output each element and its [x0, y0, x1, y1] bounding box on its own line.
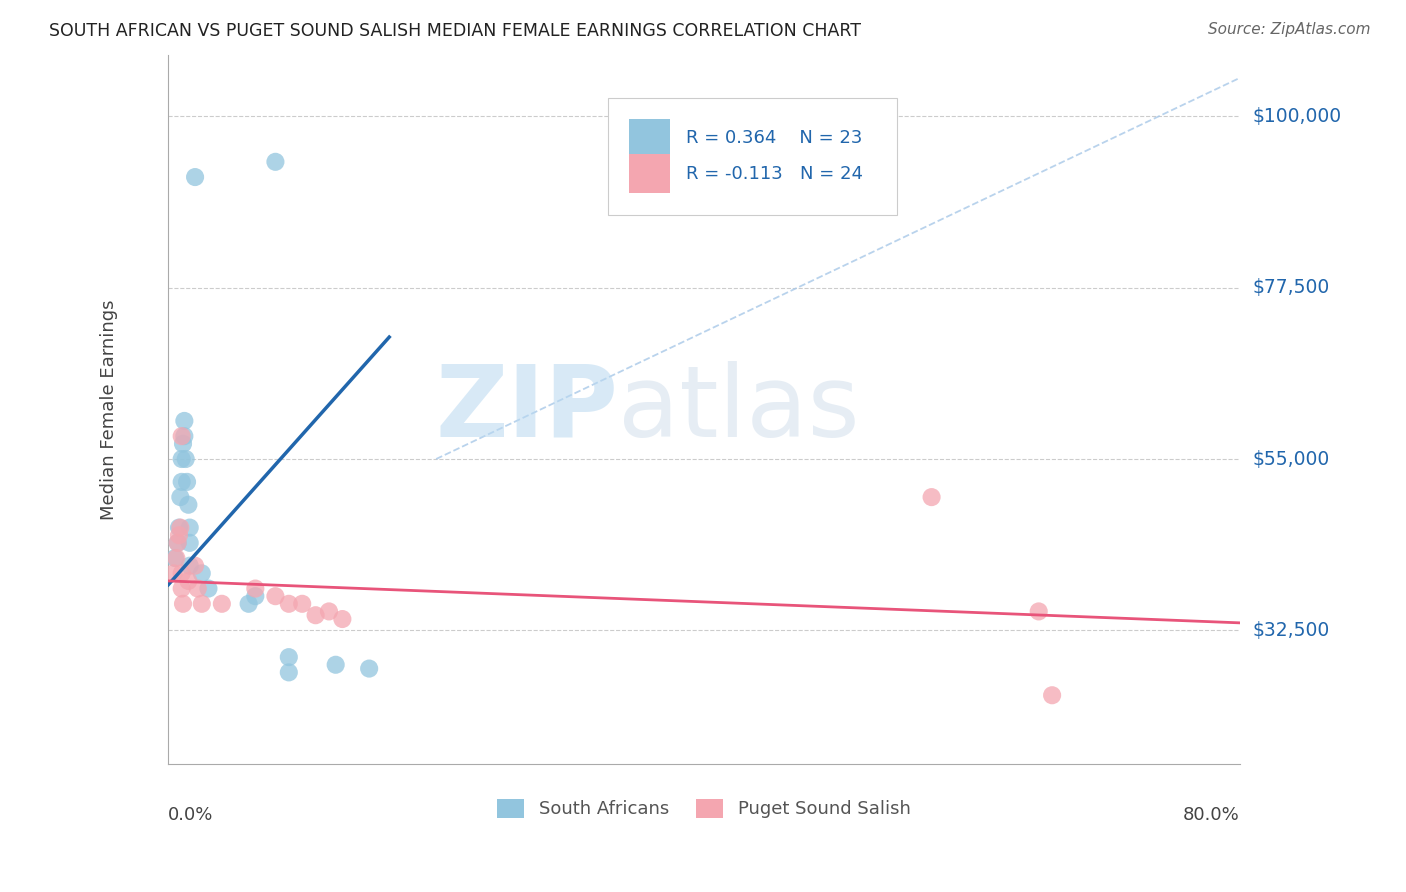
Point [264, 589, 287, 603]
Point [170, 429, 193, 443]
Point [169, 490, 191, 504]
Point [177, 574, 200, 588]
Point [187, 582, 209, 596]
Legend: South Africans, Puget Sound Salish: South Africans, Puget Sound Salish [491, 792, 918, 826]
Point [921, 490, 943, 504]
Point [170, 566, 193, 581]
Bar [628, 119, 669, 158]
Text: R = -0.113   N = 24: R = -0.113 N = 24 [686, 165, 863, 183]
Point [1028, 604, 1050, 618]
Point [179, 520, 201, 534]
Text: $55,000: $55,000 [1253, 450, 1330, 468]
Point [173, 429, 195, 443]
Point [277, 650, 299, 665]
Point [165, 551, 187, 566]
Text: Source: ZipAtlas.com: Source: ZipAtlas.com [1208, 22, 1371, 37]
Point [245, 582, 267, 596]
Point [173, 414, 195, 428]
Point [277, 597, 299, 611]
Text: $100,000: $100,000 [1253, 107, 1341, 126]
Point [1040, 688, 1063, 702]
Point [277, 665, 299, 680]
Point [163, 566, 186, 581]
Point [169, 520, 191, 534]
Point [191, 597, 214, 611]
Text: 80.0%: 80.0% [1182, 806, 1240, 824]
Text: atlas: atlas [619, 361, 860, 458]
Point [167, 528, 190, 542]
Bar [628, 154, 669, 194]
Point [167, 520, 190, 534]
Point [170, 452, 193, 467]
Point [304, 608, 326, 623]
Point [245, 589, 267, 603]
Point [332, 612, 354, 626]
Text: ZIP: ZIP [436, 361, 619, 458]
Point [174, 452, 197, 467]
Point [172, 597, 194, 611]
Text: SOUTH AFRICAN VS PUGET SOUND SALISH MEDIAN FEMALE EARNINGS CORRELATION CHART: SOUTH AFRICAN VS PUGET SOUND SALISH MEDI… [49, 22, 862, 40]
Point [184, 558, 207, 573]
Text: $77,500: $77,500 [1253, 278, 1330, 297]
Text: Median Female Earnings: Median Female Earnings [100, 299, 118, 520]
Point [177, 498, 200, 512]
Point [179, 558, 201, 573]
Point [264, 154, 287, 169]
Point [176, 475, 198, 489]
Point [318, 604, 340, 618]
Point [291, 597, 314, 611]
Point [359, 662, 381, 676]
Point [170, 582, 193, 596]
Point [211, 597, 233, 611]
Point [191, 566, 214, 581]
Point [325, 657, 347, 672]
Point [166, 536, 188, 550]
Point [238, 597, 260, 611]
FancyBboxPatch shape [607, 97, 897, 215]
Point [184, 170, 207, 185]
Text: $32,500: $32,500 [1253, 621, 1330, 640]
Text: R = 0.364    N = 23: R = 0.364 N = 23 [686, 129, 862, 147]
Point [172, 437, 194, 451]
Point [163, 551, 186, 566]
Point [179, 536, 201, 550]
Point [166, 536, 188, 550]
Point [197, 582, 219, 596]
Text: 0.0%: 0.0% [169, 806, 214, 824]
Point [170, 475, 193, 489]
